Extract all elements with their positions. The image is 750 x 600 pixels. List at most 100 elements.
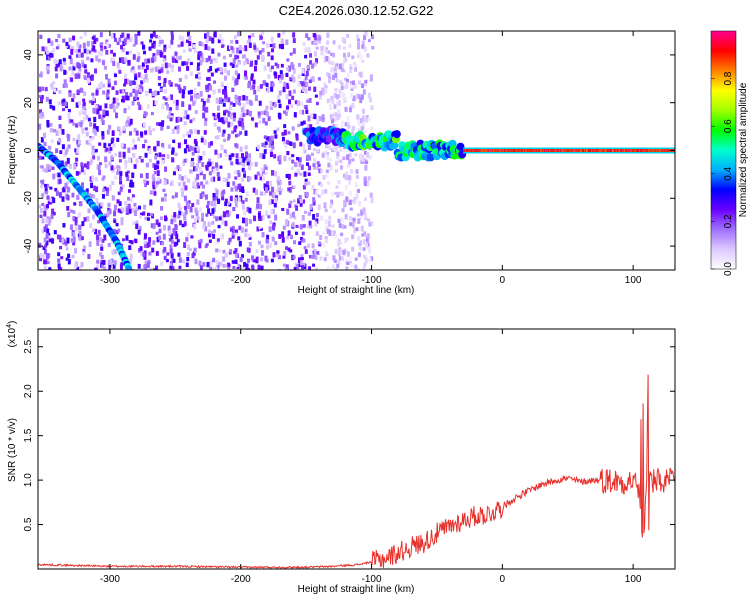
heatmap-cell	[370, 256, 374, 262]
heatmap-cell	[313, 113, 317, 120]
heatmap-cell	[233, 250, 237, 254]
heatmap-cell	[118, 151, 122, 158]
heatmap-cell	[230, 46, 234, 51]
heatmap-cell	[129, 80, 133, 87]
heatmap-cell	[187, 134, 191, 138]
heatmap-cell	[150, 223, 154, 228]
heatmap-cell	[288, 90, 292, 97]
heatmap-cell	[138, 156, 142, 160]
heatmap-cell	[259, 84, 263, 89]
heatmap-cell	[55, 38, 59, 43]
heatmap-cell	[269, 100, 273, 107]
heatmap-cell	[89, 122, 93, 127]
heatmap-cell	[159, 39, 163, 45]
heatmap-cell	[271, 224, 275, 231]
heatmap-cell	[286, 139, 290, 144]
heatmap-cell	[174, 126, 178, 130]
heatmap-cell	[38, 94, 42, 99]
heatmap-cell	[100, 254, 104, 260]
heatmap-cell	[294, 162, 298, 168]
heatmap-cell	[343, 145, 347, 150]
heatmap-cell	[231, 232, 235, 237]
heatmap-cell	[227, 97, 231, 103]
heatmap-cell	[128, 239, 132, 244]
heatmap-cell	[355, 227, 359, 232]
heatmap-cell	[77, 134, 81, 140]
heatmap-cell	[234, 251, 238, 258]
heatmap-cell	[246, 176, 250, 182]
heatmap-cell	[68, 165, 72, 169]
heatmap-cell	[258, 216, 262, 221]
heatmap-cell	[353, 196, 357, 202]
heatmap-cell	[137, 31, 141, 36]
heatmap-cell	[222, 256, 226, 262]
heatmap-cell	[193, 138, 197, 144]
heatmap-cell	[130, 268, 134, 270]
heatmap-cell	[311, 40, 315, 45]
heatmap-cell	[189, 71, 193, 76]
heatmap-cell	[340, 232, 344, 237]
heatmap-cell	[152, 184, 156, 190]
heatmap-cell	[305, 109, 309, 114]
heatmap-cell	[358, 200, 362, 206]
heatmap-cell	[264, 187, 268, 193]
heatmap-cell	[214, 266, 218, 270]
heatmap-cell	[227, 111, 231, 117]
heatmap-cell	[286, 85, 290, 90]
heatmap-cell	[82, 102, 86, 106]
heatmap-cell	[361, 154, 365, 159]
heatmap-cell	[172, 229, 176, 235]
heatmap-cell	[364, 118, 368, 123]
heatmap-cell	[344, 213, 348, 220]
heatmap-cell	[63, 69, 67, 75]
heatmap-cell	[55, 130, 59, 136]
heatmap-cell	[88, 142, 92, 146]
heatmap-cell	[241, 186, 245, 191]
heatmap-cell	[355, 193, 359, 200]
heatmap-cell	[157, 66, 161, 71]
heatmap-cell	[338, 250, 342, 257]
heatmap-cell	[242, 265, 246, 269]
heatmap-cell	[200, 41, 204, 47]
heatmap-cell	[50, 82, 54, 88]
heatmap-cell	[147, 212, 151, 217]
heatmap-cell	[304, 178, 308, 182]
heatmap-cell	[75, 226, 79, 232]
heatmap-cell	[366, 152, 370, 158]
heatmap-cell	[284, 267, 288, 270]
heatmap-cell	[198, 260, 202, 267]
heatmap-cell	[317, 77, 321, 81]
heatmap-cell	[279, 180, 283, 185]
heatmap-cell	[291, 222, 295, 228]
heatmap-cell	[103, 45, 107, 50]
heatmap-cell	[162, 96, 166, 100]
heatmap-cell	[223, 116, 227, 122]
heatmap-cell	[76, 266, 80, 270]
heatmap-cell	[105, 73, 109, 80]
heatmap-cell	[284, 219, 288, 225]
heatmap-cell	[133, 81, 137, 85]
heatmap-cell	[345, 78, 349, 83]
heatmap-cell	[71, 192, 75, 198]
heatmap-cell	[40, 137, 44, 143]
heatmap-cell	[122, 155, 126, 159]
heatmap-cell	[361, 108, 365, 114]
heatmap-cell	[359, 214, 363, 220]
heatmap-cell	[231, 112, 235, 116]
heatmap-cell	[354, 153, 358, 157]
heatmap-cell	[321, 189, 325, 195]
heatmap-cell	[289, 200, 293, 204]
heatmap-cell	[324, 144, 328, 149]
heatmap-cell	[278, 43, 282, 49]
heatmap-cell	[163, 47, 167, 52]
heatmap-cell	[196, 199, 200, 205]
heatmap-cell	[271, 82, 275, 87]
heatmap-cell	[196, 173, 200, 180]
heatmap-cell	[46, 228, 50, 234]
snr-x-ticks: -300 -200 -100 0 100	[100, 329, 642, 585]
heatmap-cell	[146, 58, 150, 64]
heatmap-cell	[44, 87, 48, 92]
heatmap-cell	[241, 47, 245, 52]
heatmap-cell	[59, 65, 63, 72]
heatmap-cell	[331, 74, 335, 80]
